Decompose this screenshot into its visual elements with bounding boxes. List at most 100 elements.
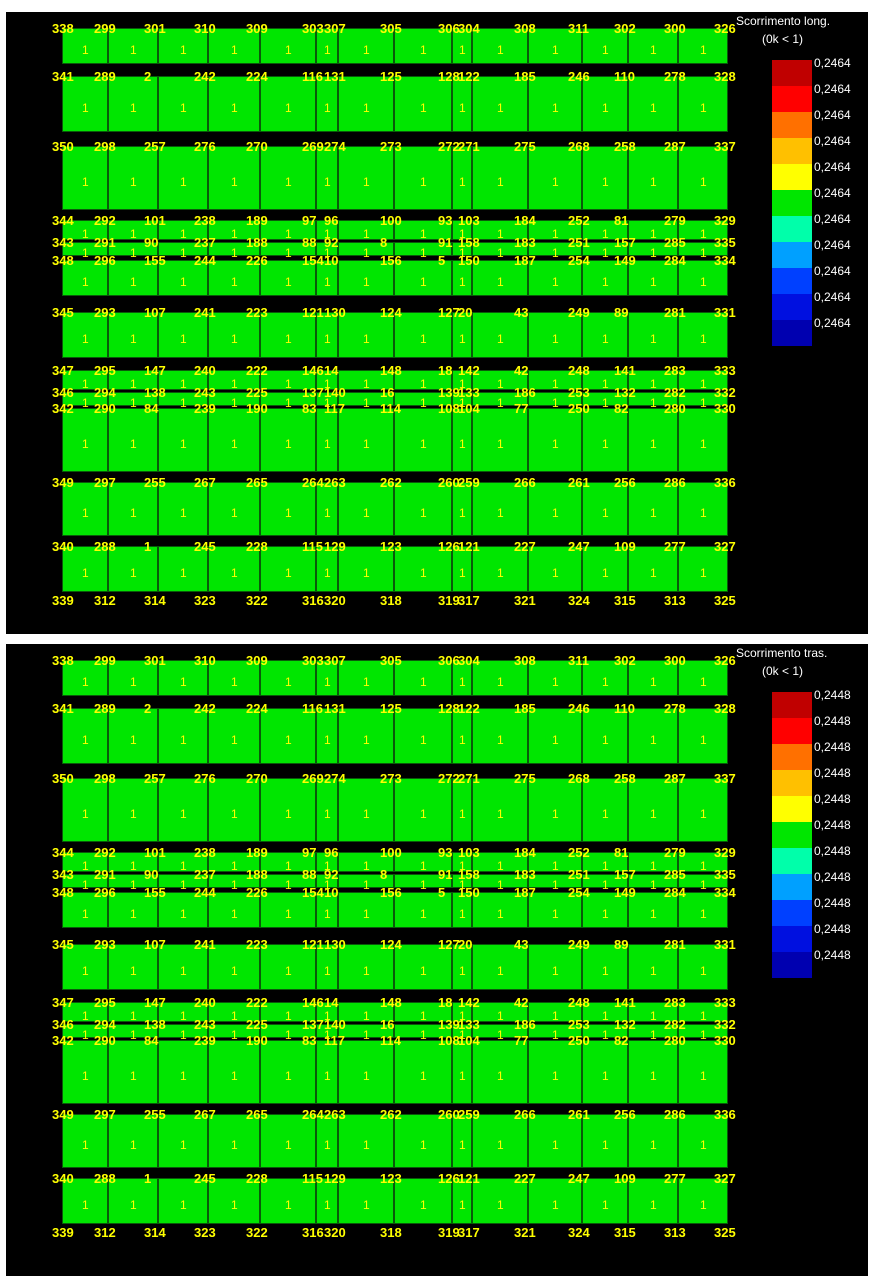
cell-value: 1 [420,733,427,747]
legend-value: 0,2464 [814,264,851,278]
node-label: 347 [52,995,74,1010]
node-label: 340 [52,539,74,554]
mesh-cell [582,220,628,240]
mesh-cell [528,852,582,872]
legend: Scorrimento long. (0k < 1) 0,2464 0,2464 0,2… [732,12,868,346]
mesh-cell [582,546,628,592]
mesh-cell [62,220,108,240]
mesh-cell [338,28,394,64]
mesh-cell [472,408,528,472]
cell-value: 1 [650,396,657,410]
cell-value: 1 [324,907,331,921]
node-label: 126 [438,539,460,554]
mesh-cell [338,146,394,210]
node-label: 330 [714,1033,736,1048]
cell-value: 1 [285,1009,292,1023]
node-label: 334 [714,885,736,900]
cell-value: 1 [497,43,504,57]
mesh-cell [452,146,472,210]
node-label: 323 [194,593,216,608]
cell-value: 1 [180,807,187,821]
node-label: 289 [94,701,116,716]
cell-value: 1 [82,1009,89,1023]
cell-value: 1 [285,807,292,821]
mesh-cell [158,392,208,406]
node-label: 187 [514,253,536,268]
mesh-cell [452,482,472,536]
cell-value: 1 [497,1198,504,1212]
node-label: 273 [380,139,402,154]
node-label: 141 [614,995,636,1010]
node-label: 286 [664,1107,686,1122]
mesh-cell [452,1040,472,1104]
mesh-cell [452,708,472,764]
cell-value: 1 [130,964,137,978]
cell-value: 1 [552,1198,559,1212]
node-label: 327 [714,539,736,554]
cell-value: 1 [82,437,89,451]
node-label: 281 [664,937,686,952]
node-label: 332 [714,1017,736,1032]
mesh-cell [108,146,158,210]
node-label: 121 [302,937,324,952]
node-label: 117 [324,1033,345,1048]
node-label: 328 [714,69,736,84]
node-label: 148 [380,363,402,378]
mesh-cell [208,1040,260,1104]
cell-value: 1 [82,566,89,580]
cell-value: 1 [285,1028,292,1042]
cell-value: 1 [650,1009,657,1023]
mesh-cell [62,546,108,592]
node-label: 109 [614,539,636,554]
node-label: 16 [380,1017,395,1032]
cell-value: 1 [324,332,331,346]
mesh-cell [260,852,316,872]
mesh-cell [62,28,108,64]
mesh-cell [62,1040,108,1104]
mesh-cell [582,76,628,132]
cell-value: 1 [363,733,370,747]
mesh-cell [452,944,472,990]
mesh-cell [208,546,260,592]
mesh-cell [108,76,158,132]
cell-value: 1 [602,246,609,260]
node-label: 84 [144,401,159,416]
legend-swatch [772,320,812,346]
node-label: 254 [568,885,590,900]
mesh-cell [528,546,582,592]
mesh-cell [628,146,678,210]
cell-value: 1 [459,1198,466,1212]
mesh-cell [260,892,316,928]
cell-value: 1 [285,1069,292,1083]
node-label: 222 [246,995,268,1010]
node-label: 307 [324,653,346,668]
cell-value: 1 [324,807,331,821]
mesh-cell [208,852,260,872]
legend-swatch [772,164,812,190]
node-label: 123 [380,1171,402,1186]
cell-value: 1 [130,878,137,892]
node-label: 104 [458,401,480,416]
mesh-cell [62,1002,108,1022]
cell-value: 1 [231,101,238,115]
node-label: 250 [568,401,590,416]
cell-value: 1 [82,878,89,892]
cell-value: 1 [700,396,707,410]
mesh-cell [528,1040,582,1104]
mesh-cell [108,546,158,592]
node-label: 298 [94,139,116,154]
mesh-cell [208,76,260,132]
node-label: 265 [246,475,268,490]
mesh-cell [628,1178,678,1224]
cell-value: 1 [363,807,370,821]
mesh-cell [628,242,678,256]
mesh-cell [208,708,260,764]
cell-value: 1 [130,1009,137,1023]
cell-value: 1 [602,1028,609,1042]
node-label: 294 [94,385,116,400]
node-label: 150 [458,885,480,900]
mesh-cell [260,242,316,256]
mesh-cell [678,146,728,210]
legend-value: 0,2448 [814,766,851,780]
cell-value: 1 [602,377,609,391]
